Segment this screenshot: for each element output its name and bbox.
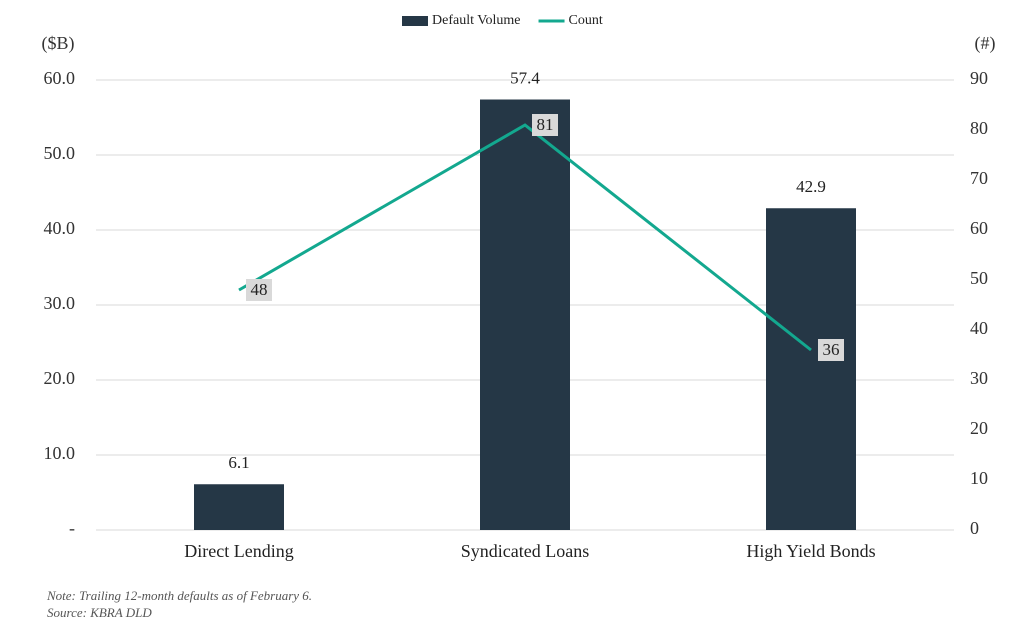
bar xyxy=(766,208,856,530)
line-value-label: 81 xyxy=(537,115,554,134)
x-tick-label: Syndicated Loans xyxy=(461,541,589,561)
legend-label: Default Volume xyxy=(432,13,521,28)
line-label-box xyxy=(246,279,272,301)
y-tick-label: 50.0 xyxy=(44,143,76,163)
legend-label: Count xyxy=(569,13,603,28)
y2-tick-label: 0 xyxy=(970,518,979,538)
bar xyxy=(480,99,570,530)
y2-tick-label: 60 xyxy=(970,218,988,238)
y2-tick-label: 50 xyxy=(970,268,988,288)
line-value-label: 48 xyxy=(251,280,268,299)
line-label-box xyxy=(532,114,558,136)
y2-tick-label: 10 xyxy=(970,468,988,488)
y2-tick-label: 30 xyxy=(970,368,988,388)
y2-tick-label: 80 xyxy=(970,118,988,138)
bar-value-label: 6.1 xyxy=(228,453,249,472)
bar-value-label: 57.4 xyxy=(510,68,540,87)
y-tick-label: - xyxy=(69,518,75,538)
y2-tick-label: 90 xyxy=(970,68,988,88)
x-tick-label: Direct Lending xyxy=(184,541,293,561)
x-tick-label: High Yield Bonds xyxy=(746,541,875,561)
legend-swatch xyxy=(402,16,428,26)
line-label-box xyxy=(818,339,844,361)
y2-tick-label: 70 xyxy=(970,168,988,188)
y-tick-label: 40.0 xyxy=(44,218,76,238)
bar-value-label: 42.9 xyxy=(796,177,826,196)
y-axis-title: ($B) xyxy=(42,33,75,54)
bar xyxy=(194,484,284,530)
y2-tick-label: 40 xyxy=(970,318,988,338)
note: Note: Trailing 12-month defaults as of F… xyxy=(46,588,312,603)
y2-axis-title: (#) xyxy=(975,33,996,54)
line xyxy=(238,123,812,352)
y-tick-label: 10.0 xyxy=(44,443,76,463)
line-value-label: 36 xyxy=(823,340,840,359)
y-tick-label: 20.0 xyxy=(44,368,76,388)
y-tick-label: 60.0 xyxy=(44,68,76,88)
y-tick-label: 30.0 xyxy=(44,293,76,313)
y2-tick-label: 20 xyxy=(970,418,988,438)
note: Source: KBRA DLD xyxy=(47,605,152,620)
